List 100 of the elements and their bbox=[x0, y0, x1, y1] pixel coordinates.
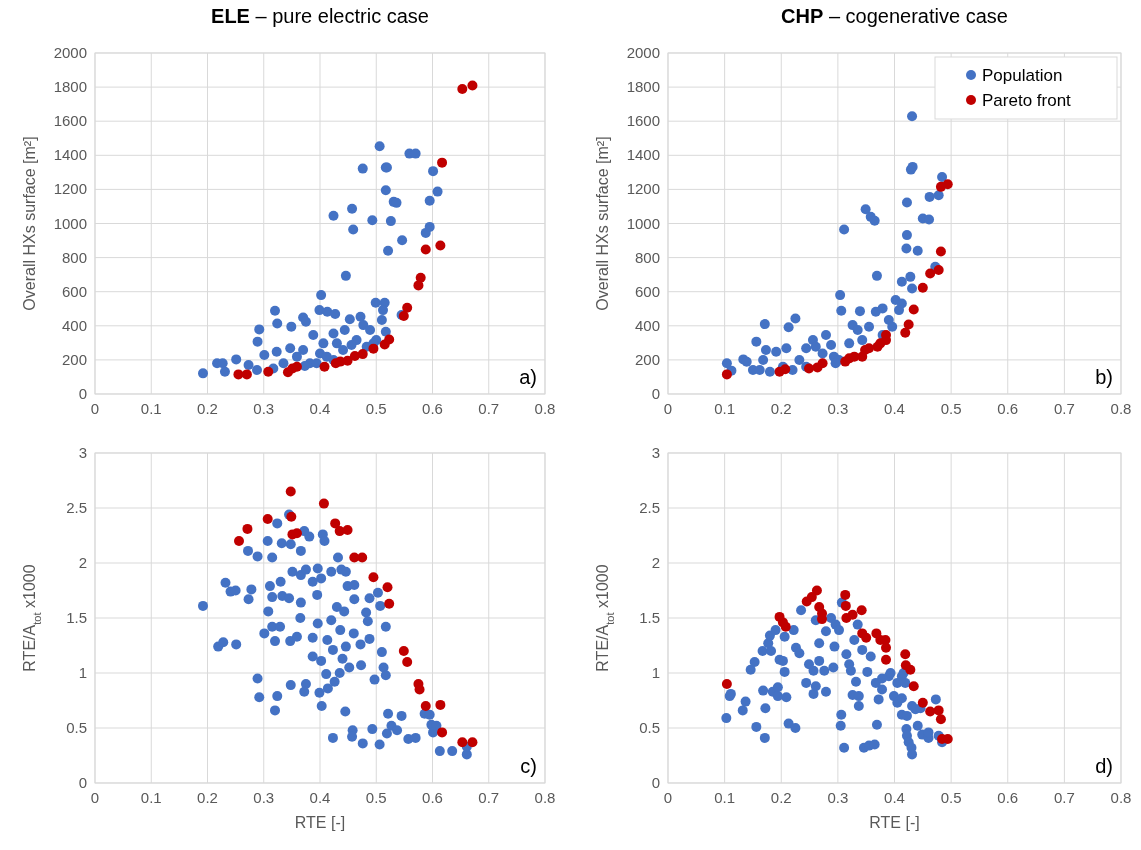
y-tick-label: 1200 bbox=[53, 180, 87, 198]
point bbox=[342, 355, 353, 366]
y-tick-label: 1200 bbox=[626, 180, 660, 198]
x-tick-label: 0.7 bbox=[478, 789, 500, 806]
x-tick-label: 0.3 bbox=[253, 789, 275, 806]
point bbox=[917, 282, 928, 293]
point bbox=[905, 664, 916, 675]
point bbox=[420, 244, 431, 255]
x-tick-label: 0 bbox=[663, 400, 673, 417]
x-tick-label: 0.4 bbox=[884, 400, 905, 417]
point bbox=[402, 302, 413, 313]
y-tick-label: 0 bbox=[651, 385, 660, 402]
point bbox=[908, 681, 919, 692]
y-tick-label: 400 bbox=[634, 316, 660, 334]
point bbox=[817, 358, 828, 369]
point bbox=[319, 361, 330, 372]
x-tick-label: 0.4 bbox=[309, 789, 331, 806]
y-tick-label: 200 bbox=[634, 350, 660, 368]
point bbox=[357, 552, 368, 563]
y-tick-label: 2 bbox=[78, 554, 87, 571]
point bbox=[435, 240, 446, 251]
x-axis-title: RTE [-] bbox=[869, 814, 920, 831]
x-tick-label: 0 bbox=[90, 400, 100, 417]
point bbox=[806, 592, 817, 603]
y-tick-label: 1400 bbox=[53, 146, 87, 164]
x-tick-label: 0.6 bbox=[422, 400, 443, 417]
point bbox=[467, 80, 478, 91]
point bbox=[234, 536, 244, 546]
annotation: d) bbox=[1095, 755, 1113, 777]
point bbox=[840, 589, 851, 600]
x-tick-label: 0 bbox=[663, 789, 673, 806]
point bbox=[935, 246, 946, 257]
annotation: c) bbox=[520, 755, 537, 777]
x-tick-label: 0.2 bbox=[770, 400, 792, 417]
x-tick-label: 0.6 bbox=[997, 789, 1019, 806]
y-tick-label: 600 bbox=[634, 282, 660, 300]
x-tick-label: 0.8 bbox=[534, 400, 556, 417]
x-tick-label: 0.2 bbox=[197, 789, 218, 806]
y-tick-label: 1600 bbox=[626, 112, 660, 130]
point bbox=[900, 649, 911, 660]
y-tick-label: 1 bbox=[78, 664, 87, 681]
point bbox=[900, 327, 911, 338]
x-tick-label: 0.7 bbox=[1053, 400, 1075, 417]
x-tick-label: 0.3 bbox=[827, 400, 849, 417]
point bbox=[398, 646, 409, 656]
x-tick-label: 0.2 bbox=[197, 400, 218, 417]
x-tick-label: 0.5 bbox=[365, 789, 387, 806]
point bbox=[368, 572, 379, 583]
y-tick-label: 1800 bbox=[626, 78, 660, 96]
y-tick-label: 2000 bbox=[53, 44, 87, 61]
y-tick-label: 1.5 bbox=[66, 609, 87, 626]
chart-title: ELE – pure electric case bbox=[211, 5, 429, 27]
y-tick-label: 3 bbox=[651, 444, 660, 461]
point bbox=[368, 343, 379, 354]
x-tick-label: 0.7 bbox=[478, 400, 500, 417]
point bbox=[467, 737, 478, 748]
y-tick-label: 0 bbox=[651, 774, 660, 791]
legend-label: Pareto front bbox=[982, 91, 1072, 110]
point bbox=[861, 632, 872, 643]
y-tick-label: 800 bbox=[634, 248, 660, 266]
point bbox=[415, 272, 426, 283]
point bbox=[384, 598, 395, 609]
point bbox=[384, 334, 395, 345]
point bbox=[780, 621, 791, 632]
point bbox=[330, 518, 341, 529]
point bbox=[840, 600, 851, 611]
point bbox=[721, 369, 732, 380]
y-tick-label: 2000 bbox=[626, 44, 660, 61]
point bbox=[242, 523, 253, 534]
x-tick-label: 0.5 bbox=[940, 400, 962, 417]
x-tick-label: 0.1 bbox=[714, 400, 736, 417]
x-tick-label: 0.6 bbox=[997, 400, 1019, 417]
y-tick-label: 0 bbox=[78, 774, 87, 791]
point bbox=[864, 343, 875, 354]
y-tick-label: 1.5 bbox=[639, 609, 660, 626]
y-tick-label: 1800 bbox=[53, 78, 87, 96]
point bbox=[925, 268, 936, 279]
point bbox=[262, 514, 273, 524]
x-tick-label: 0.1 bbox=[714, 789, 736, 806]
y-tick-label: 600 bbox=[61, 282, 87, 300]
annotation: a) bbox=[519, 366, 537, 388]
point bbox=[420, 701, 431, 711]
x-tick-label: 0.1 bbox=[140, 789, 162, 806]
point bbox=[357, 349, 368, 360]
y-tick-label: 0 bbox=[78, 385, 87, 402]
point bbox=[908, 304, 919, 315]
point bbox=[435, 699, 446, 710]
point bbox=[342, 525, 353, 535]
y-tick-label: 1000 bbox=[626, 214, 660, 232]
point bbox=[856, 605, 867, 616]
y-tick-label: 1000 bbox=[53, 214, 87, 232]
x-axis-title: RTE [-] bbox=[294, 814, 346, 831]
x-tick-label: 0.3 bbox=[253, 400, 275, 417]
y-tick-label: 3 bbox=[78, 444, 87, 461]
x-tick-label: 0.8 bbox=[534, 789, 556, 806]
x-tick-label: 0.7 bbox=[1053, 789, 1075, 806]
point bbox=[881, 654, 892, 665]
y-tick-label: 200 bbox=[61, 350, 87, 368]
point bbox=[437, 727, 448, 738]
point bbox=[382, 582, 393, 593]
